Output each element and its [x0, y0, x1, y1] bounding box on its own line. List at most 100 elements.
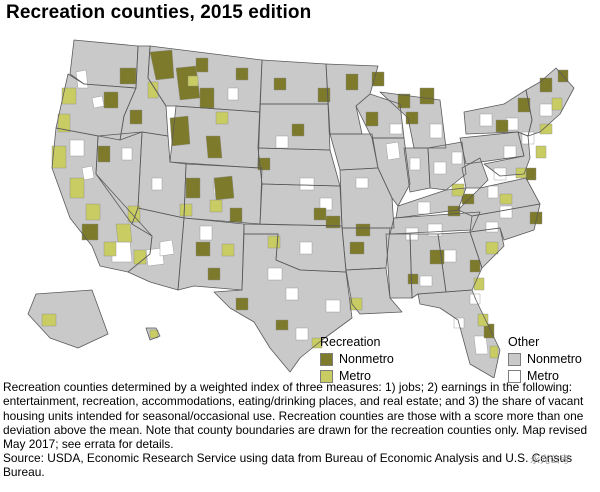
recreation-metro-county-9	[147, 81, 159, 99]
recreation-nonmetro-county-18	[371, 71, 385, 87]
recreation-nonmetro-county-10	[97, 145, 111, 163]
recreation-nonmetro-county-8	[119, 67, 137, 85]
recreation-nonmetro-county-41	[407, 273, 419, 285]
recreation-nonmetro-county-17	[345, 73, 359, 91]
map-title: Recreation counties, 2015 edition	[6, 2, 312, 23]
state-minnesota	[326, 64, 378, 134]
legend-label: Metro	[339, 369, 371, 383]
metro-county-13	[299, 241, 313, 255]
state-oklahoma	[244, 224, 346, 272]
recreation-metro-county-22	[473, 277, 485, 291]
metro-county-1	[91, 95, 105, 109]
state-new-mexico	[178, 218, 244, 290]
recreation-nonmetro-county-7	[229, 207, 243, 223]
recreation-nonmetro-county-33	[525, 167, 537, 181]
recreation-metro-county-19	[539, 123, 553, 135]
state-nebraska	[258, 148, 340, 186]
metro-county-21	[429, 123, 443, 139]
recreation-nonmetro-county-13	[207, 267, 221, 281]
metro-county-9	[275, 135, 289, 149]
recreation-nonmetro-county-2	[199, 87, 215, 109]
state-alaska-border	[27, 289, 109, 349]
state-wisconsin-border	[355, 93, 405, 139]
metro-county-15	[285, 287, 299, 301]
recreation-metro-county-10	[187, 75, 199, 87]
legend-other-heading: Other	[508, 335, 540, 349]
recreation-nonmetro-county-3	[169, 115, 191, 147]
recreation-metro-county-6	[115, 223, 133, 243]
legend-swatch-recreation-metro	[320, 370, 333, 383]
recreation-metro-county-2	[51, 145, 67, 169]
recreation-nonmetro-county-9	[103, 91, 119, 109]
state-new-jersey-maryland-border	[483, 131, 531, 177]
metro-county-40	[539, 103, 553, 117]
recreation-nonmetro-county-14	[235, 67, 249, 81]
state-texas	[214, 234, 352, 372]
state-mississippi	[386, 234, 412, 298]
recreation-nonmetro-county-37	[235, 297, 249, 311]
legend-label: Nonmetro	[339, 352, 394, 366]
recreation-metro-county-25	[349, 297, 363, 311]
state-iowa	[330, 134, 378, 170]
metro-county-36	[503, 145, 517, 159]
metro-county-30	[473, 335, 489, 355]
metro-county-19	[389, 123, 403, 135]
recreation-nonmetro-county-6	[213, 175, 235, 201]
state-hawaii-border	[145, 327, 161, 341]
watermark: 永光公考	[530, 455, 570, 466]
recreation-metro-county-21	[485, 241, 499, 255]
legend-label: Nonmetro	[527, 352, 582, 366]
state-georgia	[438, 232, 482, 292]
legend-other: Other Nonmetro Metro	[508, 335, 582, 385]
state-virginia	[458, 178, 540, 216]
state-missouri-border	[339, 167, 395, 229]
us-recreation-counties-map	[27, 39, 575, 378]
recreation-nonmetro-county-23	[355, 223, 371, 237]
recreation-metro-county-26	[311, 337, 323, 349]
metro-county-18	[385, 141, 401, 161]
recreation-nonmetro-county-35	[291, 123, 305, 137]
state-virginia-border	[457, 177, 541, 217]
recreation-metro-county-4	[85, 203, 101, 221]
state-ohio-border	[427, 141, 467, 191]
metro-county-22	[433, 161, 447, 175]
metro-county-29	[469, 293, 481, 305]
map-source: Source: USDA, Economic Research Service …	[3, 451, 573, 480]
state-west-virginia-border	[461, 157, 489, 189]
metro-county-16	[295, 327, 309, 341]
recreation-metro-county-13	[209, 199, 223, 213]
state-new-england	[526, 68, 574, 136]
recreation-nonmetro-county-31	[539, 77, 553, 93]
metro-county-6	[159, 239, 175, 257]
metro-county-27	[443, 249, 457, 263]
metro-county-34	[487, 185, 499, 199]
recreation-metro-county-3	[69, 177, 85, 199]
metro-county-41	[227, 87, 239, 101]
metro-county-28	[419, 275, 433, 287]
state-arkansas	[342, 228, 390, 270]
recreation-nonmetro-county-4	[205, 135, 223, 159]
recreation-metro-county-1	[57, 113, 71, 133]
metro-county-24	[417, 201, 431, 215]
metro-county-23	[451, 151, 463, 165]
recreation-nonmetro-county-38	[275, 319, 289, 331]
recreation-nonmetro-county-22	[365, 111, 379, 127]
state-new-england-border	[525, 67, 575, 137]
recreation-nonmetro-county-29	[495, 119, 509, 133]
recreation-nonmetro-county-11	[81, 223, 99, 241]
recreation-nonmetro-county-5	[185, 177, 201, 199]
metro-county-42	[151, 177, 163, 191]
recreation-nonmetro-county-25	[325, 215, 341, 229]
metro-county-17	[325, 299, 341, 313]
recreation-nonmetro-county-0	[149, 49, 175, 81]
state-ohio	[428, 142, 466, 190]
metro-county-2	[69, 139, 85, 157]
legend-swatch-other-nonmetro	[508, 353, 521, 366]
state-tennessee-border	[389, 211, 481, 235]
recreation-metro-county-29	[149, 329, 159, 339]
state-alaska	[28, 290, 108, 348]
state-utah	[138, 132, 186, 218]
state-florida-border	[417, 289, 501, 378]
state-new-jersey-maryland	[484, 132, 530, 176]
legend-recreation-nonmetro: Nonmetro	[320, 351, 394, 368]
